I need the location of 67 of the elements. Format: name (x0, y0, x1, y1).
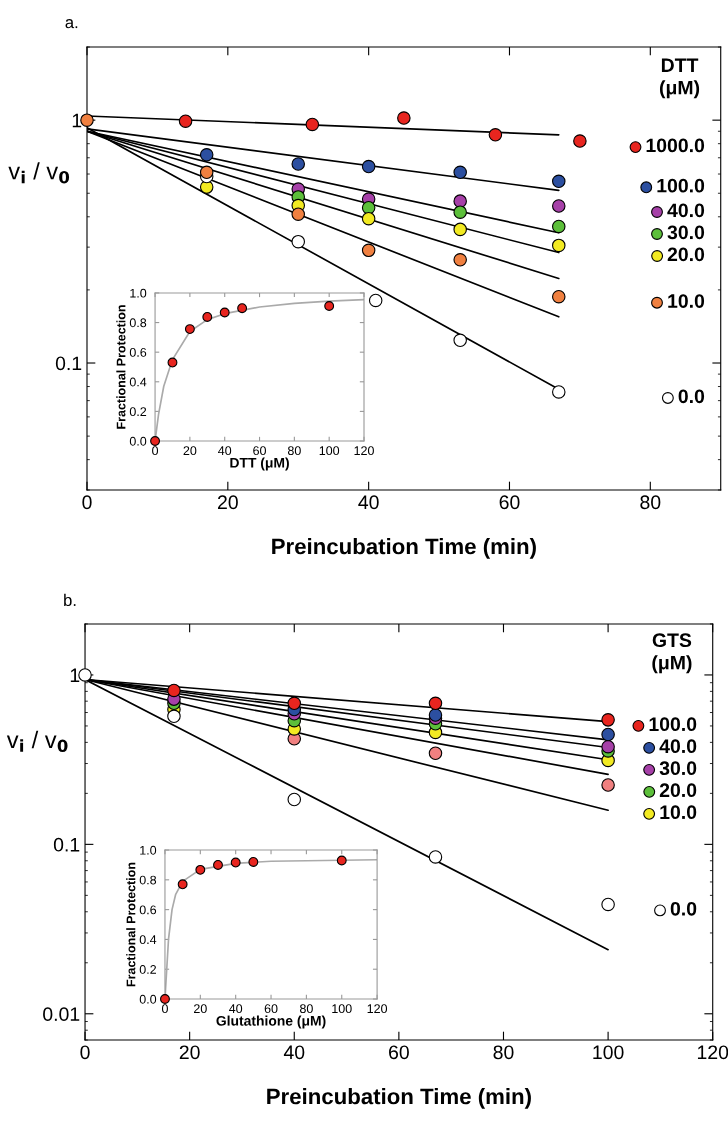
x-tick-label: 120 (354, 446, 374, 456)
x-tick-label: 20 (217, 495, 238, 510)
x-tick-label: 0 (82, 495, 92, 510)
x-axis-title: Preincubation Time (min) (272, 537, 536, 559)
legend-label: 0.0 (678, 389, 705, 404)
legend-label: 10.0 (668, 294, 705, 308)
x-tick-label: 40 (229, 1004, 243, 1014)
legend-label: 40.0 (659, 739, 697, 754)
x-tick-label: 100 (332, 1004, 352, 1014)
y-tick-label: 0.1 (55, 356, 82, 371)
y-tick-label: 0.2 (129, 407, 147, 417)
x-tick-label: 80 (640, 495, 661, 510)
legend-label: 30.0 (667, 225, 705, 240)
legend-label: 100.0 (649, 717, 697, 732)
y-tick-label: 0.0 (139, 994, 157, 1004)
legend-label: 40.0 (667, 203, 705, 218)
y-axis-title: v$_{i}$ / v$_{0}$ (8, 162, 70, 184)
x-tick-label: 40 (358, 495, 379, 510)
y-axis-title: Fractional Protection (116, 305, 126, 429)
x-tick-label: 40 (218, 446, 232, 456)
x-tick-label: 0 (161, 1004, 168, 1014)
y-tick-label: 0.1 (53, 837, 80, 852)
x-axis-title: DTT (μM) (230, 457, 289, 471)
x-tick-label: 20 (183, 446, 197, 456)
y-tick-label: 0.01 (43, 1007, 80, 1022)
legend-label: 20.0 (659, 783, 697, 798)
legend-label: 20.0 (667, 247, 705, 262)
y-tick-label: 0.6 (139, 905, 157, 915)
x-axis-title: Preincubation Time (min) (267, 1088, 531, 1109)
x-tick-label: 40 (283, 1045, 305, 1060)
y-tick-label: 0.6 (129, 347, 147, 357)
legend-label: 0.0 (670, 901, 697, 916)
x-tick-label: 120 (367, 1004, 388, 1014)
x-tick-label: 20 (179, 1045, 200, 1060)
x-tick-label: 0 (80, 1045, 90, 1060)
legend-label: 1000.0 (646, 138, 705, 153)
x-tick-label: 80 (299, 1004, 313, 1014)
chart-title: a. (65, 19, 78, 29)
x-tick-label: 100 (319, 446, 340, 456)
legend-label: 100.0 (657, 178, 705, 193)
y-axis-title: Fractional Protection (126, 862, 136, 987)
y-tick-label: 1.0 (130, 288, 147, 298)
x-tick-label: 60 (264, 1004, 278, 1014)
y-tick-label: 0.2 (139, 965, 157, 974)
y-tick-label: 0.0 (129, 436, 147, 446)
x-tick-label: 60 (389, 1045, 409, 1060)
chart-title: b. (64, 593, 76, 607)
y-tick-label: 1.0 (140, 845, 157, 855)
y-tick-label: 0.8 (139, 875, 157, 885)
x-tick-label: 120 (697, 1045, 728, 1060)
x-tick-label: 0 (152, 446, 159, 456)
y-axis-title: v$_{i}$ / v$_{0}$ (6, 730, 68, 753)
x-tick-label: 80 (287, 446, 301, 456)
legend-title: GTS (μM) (652, 633, 692, 674)
y-tick-label: 1 (72, 113, 82, 128)
x-tick-label: 80 (493, 1045, 514, 1060)
legend-label: 30.0 (659, 761, 697, 776)
y-tick-label: 0.4 (129, 377, 147, 387)
x-tick-label: 60 (499, 495, 520, 510)
x-tick-label: 100 (593, 1045, 624, 1060)
y-tick-label: 0.4 (139, 935, 157, 945)
x-tick-label: 60 (253, 446, 266, 456)
x-tick-label: 20 (194, 1004, 207, 1014)
legend-title: DTT (μM) (659, 58, 700, 99)
y-tick-label: 0.8 (129, 318, 147, 328)
legend-label: 10.0 (660, 805, 697, 820)
x-axis-title: Glutathione (μM) (216, 1015, 326, 1029)
